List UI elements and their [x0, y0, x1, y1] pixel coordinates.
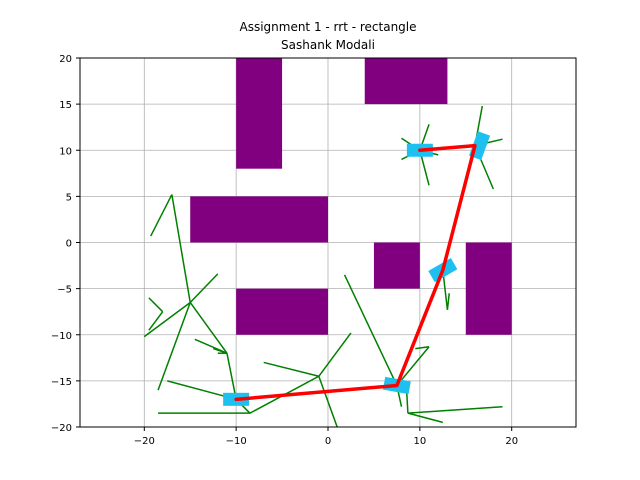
tree-edge — [226, 353, 237, 400]
tree-edge — [143, 301, 191, 338]
obstacles-layer — [190, 58, 512, 335]
path-line — [234, 143, 477, 402]
y-tick-label: −20 — [51, 423, 72, 434]
tree-edge — [157, 302, 191, 391]
tree-edge — [407, 412, 444, 424]
y-tick-label: 0 — [66, 239, 72, 250]
y-tick-label: −10 — [51, 331, 72, 342]
y-tick-label: 10 — [59, 146, 72, 157]
x-axis-ticks: −20 −10 0 10 20 — [134, 427, 518, 447]
obstacle — [373, 242, 420, 289]
obstacle — [236, 58, 283, 169]
tree-edge — [194, 338, 228, 354]
chart-subtitle: Sashank Modali — [281, 38, 375, 52]
tree-edge — [150, 194, 173, 237]
y-tick-label: 20 — [59, 54, 72, 65]
tree-edge — [343, 274, 398, 386]
tree-edge — [189, 302, 228, 354]
x-tick-label: 20 — [505, 436, 518, 447]
robots-layer — [223, 131, 491, 406]
x-tick-label: 10 — [413, 436, 426, 447]
y-tick-label: 15 — [59, 100, 72, 111]
y-tick-label: −5 — [57, 285, 72, 296]
tree-edge — [407, 405, 503, 414]
chart-title: Assignment 1 - rrt - rectangle — [239, 20, 416, 34]
y-tick-label: 5 — [66, 192, 72, 203]
obstacle — [236, 288, 328, 335]
tree-edge — [396, 346, 430, 386]
x-tick-label: −10 — [226, 436, 247, 447]
y-axis-ticks: −20 −15 −10 −5 0 5 10 15 20 — [51, 54, 80, 434]
x-tick-label: 0 — [325, 436, 331, 447]
path-layer — [234, 143, 477, 402]
x-tick-label: −20 — [134, 436, 155, 447]
obstacle — [465, 242, 512, 335]
tree-edge — [148, 311, 164, 331]
y-tick-label: −15 — [51, 377, 72, 388]
tree-edge — [415, 345, 430, 350]
tree-edge — [318, 332, 352, 377]
tree-edge — [148, 297, 164, 313]
obstacle — [364, 58, 448, 105]
tree-edge — [446, 293, 450, 310]
obstacle — [190, 196, 328, 243]
tree-edge — [189, 273, 219, 303]
tree-edge — [263, 361, 319, 377]
tree-edge — [171, 194, 191, 303]
tree-edge — [318, 376, 338, 428]
